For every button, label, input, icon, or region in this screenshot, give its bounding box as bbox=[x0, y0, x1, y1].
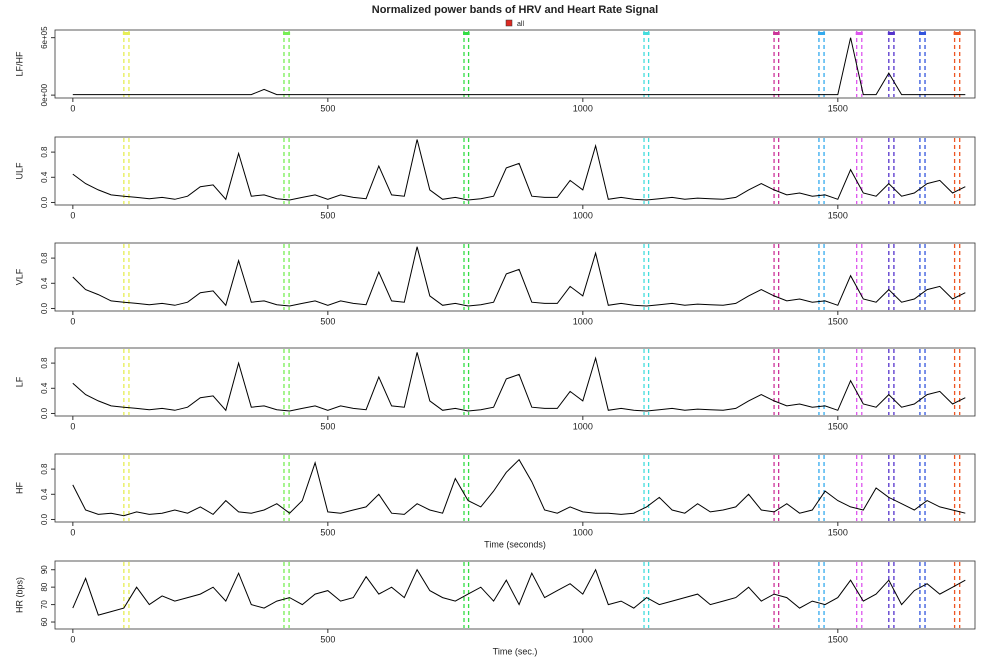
x-tick-label: 0 bbox=[70, 210, 75, 220]
y-tick-label: 0.4 bbox=[40, 382, 49, 394]
plot-frame bbox=[54, 453, 976, 523]
x-axis-label: Time (sec.) bbox=[493, 646, 538, 656]
y-tick-label: 0.4 bbox=[40, 488, 49, 500]
y-tick-label: 0.0 bbox=[40, 196, 49, 208]
x-axis-label: Time (seconds) bbox=[484, 539, 546, 549]
x-tick-label: 1000 bbox=[573, 210, 593, 220]
x-tick-label: 1500 bbox=[828, 421, 848, 431]
y-tick-label: 0.4 bbox=[40, 171, 49, 183]
y-tick-label: 0.8 bbox=[40, 252, 49, 264]
series-line bbox=[72, 568, 966, 616]
x-tick-label: 500 bbox=[320, 316, 335, 326]
y-tick-label: 6e+05 bbox=[40, 26, 49, 49]
y-tick-label: 0.4 bbox=[40, 277, 49, 289]
y-axis-label: LF bbox=[14, 376, 24, 387]
y-tick-label: 60 bbox=[40, 617, 49, 626]
plot-frame bbox=[54, 136, 976, 206]
y-tick-label: 0.0 bbox=[40, 302, 49, 314]
episode-cap bbox=[643, 32, 650, 35]
series-line bbox=[72, 352, 966, 412]
episode-cap bbox=[817, 32, 826, 35]
y-tick-label: 80 bbox=[40, 582, 49, 591]
x-tick-label: 500 bbox=[320, 421, 335, 431]
x-tick-label: 1000 bbox=[573, 634, 593, 644]
episode-cap bbox=[282, 32, 291, 35]
legend-label: all bbox=[517, 21, 524, 28]
episode-cap bbox=[855, 32, 863, 35]
y-axis-label: HR (bps) bbox=[14, 577, 24, 613]
legend-swatch bbox=[505, 19, 513, 27]
x-tick-label: 1500 bbox=[828, 634, 848, 644]
x-tick-label: 500 bbox=[320, 210, 335, 220]
y-axis-label: LF/HF bbox=[14, 51, 24, 77]
y-tick-label: 0e+00 bbox=[40, 83, 49, 106]
y-tick-label: 0.0 bbox=[40, 407, 49, 419]
x-tick-label: 1000 bbox=[573, 103, 593, 113]
episode-cap bbox=[773, 32, 780, 35]
series-line bbox=[72, 458, 966, 517]
episode-cap bbox=[953, 32, 961, 35]
plot-frame bbox=[54, 347, 976, 417]
y-axis-label: VLF bbox=[14, 268, 24, 285]
x-tick-label: 1000 bbox=[573, 316, 593, 326]
y-tick-label: 90 bbox=[40, 565, 49, 574]
y-tick-label: 0.8 bbox=[40, 357, 49, 369]
y-tick-label: 0.8 bbox=[40, 463, 49, 475]
x-tick-label: 1000 bbox=[573, 421, 593, 431]
plot-frame bbox=[54, 560, 976, 630]
plot-frame bbox=[54, 242, 976, 312]
episode-cap bbox=[122, 32, 130, 35]
episode-cap bbox=[463, 32, 470, 35]
x-tick-label: 0 bbox=[70, 527, 75, 537]
episode-cap bbox=[887, 32, 895, 35]
x-tick-label: 0 bbox=[70, 634, 75, 644]
x-tick-label: 500 bbox=[320, 103, 335, 113]
series-line bbox=[72, 139, 966, 201]
episode-cap bbox=[918, 32, 927, 35]
x-tick-label: 1500 bbox=[828, 316, 848, 326]
x-tick-label: 0 bbox=[70, 103, 75, 113]
series-line bbox=[72, 37, 966, 96]
y-tick-label: 0.8 bbox=[40, 146, 49, 158]
x-tick-label: 1500 bbox=[828, 210, 848, 220]
y-tick-label: 70 bbox=[40, 600, 49, 609]
x-tick-label: 0 bbox=[70, 316, 75, 326]
x-tick-label: 500 bbox=[320, 634, 335, 644]
y-tick-label: 0.0 bbox=[40, 513, 49, 525]
chart-title: Normalized power bands of HRV and Heart … bbox=[372, 4, 658, 16]
x-tick-label: 1000 bbox=[573, 527, 593, 537]
plot-frame bbox=[54, 29, 976, 99]
x-tick-label: 1500 bbox=[828, 527, 848, 537]
y-axis-label: HF bbox=[14, 482, 24, 494]
x-tick-label: 500 bbox=[320, 527, 335, 537]
x-tick-label: 0 bbox=[70, 421, 75, 431]
x-tick-label: 1500 bbox=[828, 103, 848, 113]
y-axis-label: ULF bbox=[14, 162, 24, 180]
series-line bbox=[72, 246, 966, 307]
